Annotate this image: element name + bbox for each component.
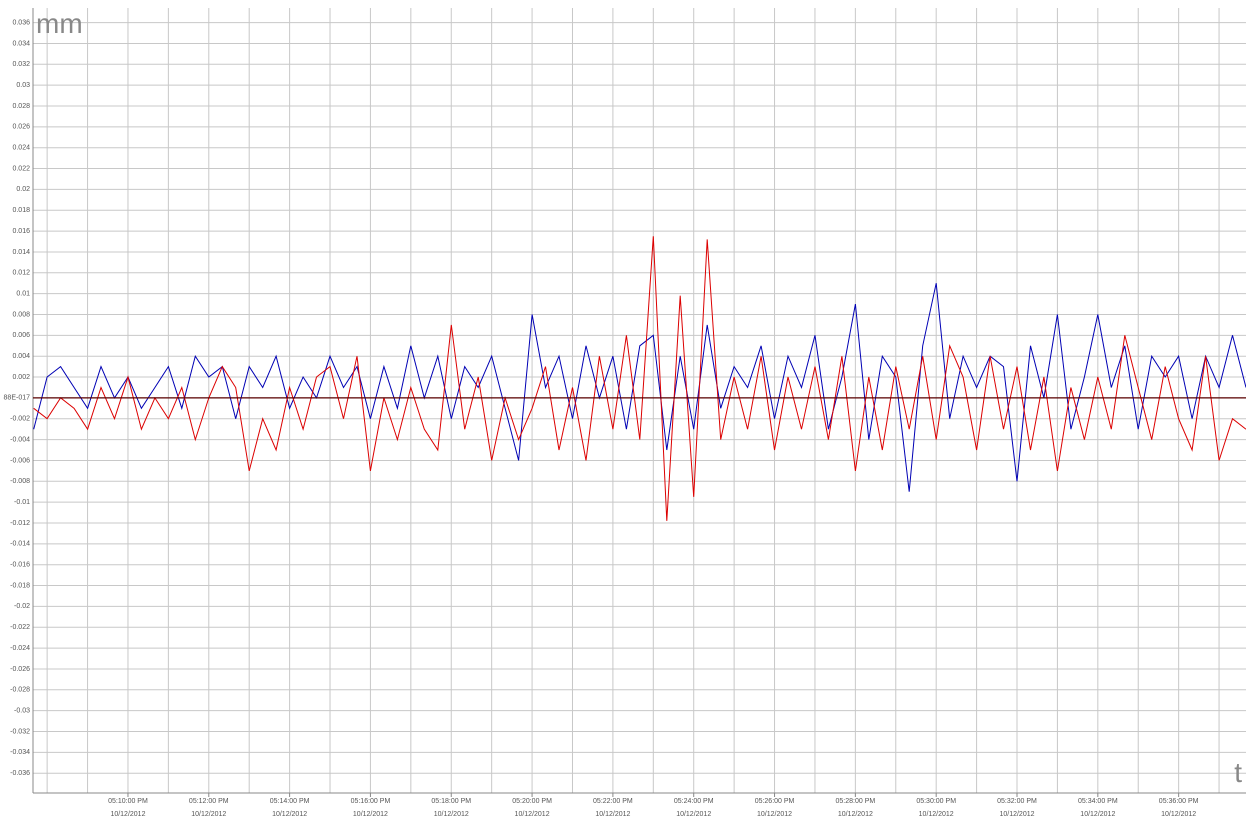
y-tick-label: -0.03 (14, 707, 30, 714)
y-tick-label: 0.01 (16, 290, 30, 297)
x-tick-label: 10/12/2012 (999, 811, 1034, 817)
y-tick-label: -0.016 (10, 562, 30, 569)
x-tick-label: 10/12/2012 (838, 811, 873, 817)
y-tick-label: -0.036 (10, 770, 30, 777)
x-tick-label: 05:34:00 PM (1078, 798, 1118, 805)
y-axis-label: mm (36, 8, 83, 39)
y-tick-label: -0.028 (10, 687, 30, 694)
y-tick-label: 0.034 (12, 40, 30, 47)
x-tick-label: 10/12/2012 (434, 811, 469, 817)
y-tick-label: -0.032 (10, 728, 30, 735)
y-tick-label: 0.024 (12, 145, 30, 152)
x-tick-label: 10/12/2012 (919, 811, 954, 817)
x-tick-label: 05:14:00 PM (270, 798, 310, 805)
y-tick-label: 0.02 (16, 186, 30, 193)
x-tick-label: 10/12/2012 (1080, 811, 1115, 817)
x-tick-label: 05:28:00 PM (836, 798, 876, 805)
data-line (33, 236, 1246, 521)
y-tick-label: 0.008 (12, 311, 30, 318)
x-tick-label: 05:18:00 PM (431, 798, 471, 805)
y-tick-label: -0.014 (10, 541, 30, 548)
x-tick-label: 05:22:00 PM (593, 798, 633, 805)
y-tick-label: 0.004 (12, 353, 30, 360)
x-tick-label: 05:12:00 PM (189, 798, 229, 805)
y-tick-label: -0.006 (10, 457, 30, 464)
y-tick-label: -0.034 (10, 749, 30, 756)
y-tick-label: 0.012 (12, 270, 30, 277)
y-tick-label: 0.028 (12, 103, 30, 110)
x-tick-label: 10/12/2012 (110, 811, 145, 817)
y-tick-label: -0.012 (10, 520, 30, 527)
x-tick-label: 10/12/2012 (676, 811, 711, 817)
x-tick-label: 05:36:00 PM (1159, 798, 1199, 805)
y-tick-label: -0.002 (10, 416, 30, 423)
y-tick-label: -0.02 (14, 603, 30, 610)
x-tick-label: 10/12/2012 (515, 811, 550, 817)
x-tick-label: 10/12/2012 (1161, 811, 1196, 817)
y-tick-label: -0.018 (10, 582, 30, 589)
x-tick-label: 05:30:00 PM (916, 798, 956, 805)
y-tick-label: 0.032 (12, 61, 30, 68)
y-tick-label: 0.014 (12, 249, 30, 256)
y-tick-label: -0.024 (10, 645, 30, 652)
x-tick-label: 05:16:00 PM (351, 798, 391, 805)
x-tick-label: 10/12/2012 (272, 811, 307, 817)
y-tick-label: 0.03 (16, 82, 30, 89)
x-tick-label: 10/12/2012 (191, 811, 226, 817)
y-tick-label: 88E-017 (4, 395, 31, 402)
x-tick-label: 05:26:00 PM (755, 798, 795, 805)
x-tick-label: 10/12/2012 (757, 811, 792, 817)
x-tick-label: 05:32:00 PM (997, 798, 1037, 805)
x-tick-label: 05:20:00 PM (512, 798, 552, 805)
x-tick-label: 05:10:00 PM (108, 798, 148, 805)
y-tick-label: -0.008 (10, 478, 30, 485)
x-tick-label: 05:24:00 PM (674, 798, 714, 805)
y-tick-label: 0.036 (12, 19, 30, 26)
x-tick-label: 10/12/2012 (353, 811, 388, 817)
y-tick-label: -0.026 (10, 666, 30, 673)
y-tick-label: -0.004 (10, 436, 30, 443)
y-tick-label: 0.016 (12, 228, 30, 235)
x-axis-label: t (1234, 757, 1242, 788)
y-tick-label: -0.022 (10, 624, 30, 631)
x-tick-label: 10/12/2012 (595, 811, 630, 817)
y-tick-label: 0.018 (12, 207, 30, 214)
y-tick-label: 0.002 (12, 374, 30, 381)
y-tick-label: 0.006 (12, 332, 30, 339)
y-tick-label: 0.026 (12, 124, 30, 131)
y-tick-label: -0.01 (14, 499, 30, 506)
y-tick-label: 0.022 (12, 165, 30, 172)
